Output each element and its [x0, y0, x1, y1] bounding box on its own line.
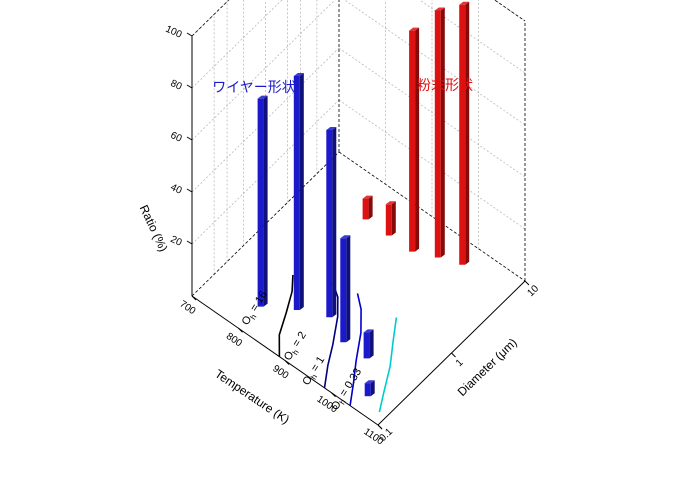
tick-mark	[191, 295, 197, 301]
bar-side	[369, 329, 374, 359]
ratio-axis-title: Ratio (%)	[137, 203, 171, 254]
bar-top	[459, 1, 470, 5]
tick-mark	[186, 32, 193, 37]
temperature-tick-label: 900	[270, 363, 290, 382]
contour-line	[278, 274, 294, 357]
bar-side	[370, 380, 375, 397]
tick-mark	[186, 240, 193, 245]
diameter-axis-title: Diameter (μm)	[455, 335, 520, 399]
chart-grid	[191, 0, 526, 275]
tick-mark	[524, 280, 530, 286]
bar-top	[326, 127, 337, 130]
bar-top	[434, 7, 445, 11]
region-label-powder: 粉末形状	[417, 77, 473, 93]
diameter-tick-label: 1	[454, 357, 466, 369]
bar-top	[257, 95, 268, 99]
bar	[363, 332, 370, 359]
ratio-tick-label: 60	[169, 130, 184, 145]
bar	[293, 76, 300, 310]
tick-mark	[331, 392, 336, 398]
tick-mark	[186, 84, 193, 89]
bar	[362, 198, 369, 220]
bar-side	[332, 127, 337, 318]
tick-mark	[186, 136, 193, 141]
tick-mark	[238, 327, 243, 333]
bar-side	[415, 27, 420, 252]
temperature-tick-label: 700	[177, 299, 197, 318]
contour-label: Oh = 16	[240, 289, 272, 328]
bar	[434, 10, 441, 258]
contour-label: Oh = 2	[282, 330, 311, 364]
chart-contours	[278, 274, 398, 413]
bar	[409, 30, 416, 252]
tick-mark	[451, 352, 456, 358]
chart-bars	[257, 1, 470, 397]
bar-top	[293, 73, 304, 76]
region-label-wire: ワイヤー形状	[212, 79, 296, 95]
ratio-tick-label: 20	[169, 234, 184, 249]
bar	[385, 204, 392, 236]
bar	[257, 98, 264, 307]
bar-side	[391, 201, 396, 236]
temperature-tick-label: 800	[224, 331, 244, 350]
bar-side	[299, 73, 304, 310]
ratio-tick-label: 40	[169, 182, 184, 197]
contour-line	[378, 317, 398, 413]
bar-top	[385, 201, 396, 205]
tick-mark	[377, 424, 383, 430]
bar-side	[440, 7, 445, 258]
bar-top	[340, 235, 351, 239]
bar	[326, 130, 333, 318]
diameter-tick-label: 10	[525, 283, 541, 299]
ratio-tick-label: 100	[164, 24, 184, 41]
contour-label: Oh = 0.33	[329, 366, 366, 413]
chart-labels: 700800900100011000.111020406080100Temper…	[137, 24, 542, 448]
chart-box	[186, 0, 530, 430]
bar-top	[409, 27, 420, 31]
bar-top	[363, 329, 374, 333]
ratio-tick-label: 80	[169, 78, 184, 93]
bar	[459, 4, 466, 265]
bar-side	[465, 1, 470, 265]
bar-top	[362, 195, 373, 199]
box-edge	[338, 151, 526, 282]
bar-side	[368, 195, 373, 220]
bar	[340, 238, 347, 343]
bar	[364, 383, 371, 397]
tick-mark	[284, 360, 290, 365]
contour-line	[349, 293, 362, 406]
tick-mark	[186, 188, 193, 193]
bar-side	[346, 235, 351, 343]
contour-line	[323, 282, 339, 389]
bar-side	[263, 95, 268, 307]
bar-top	[364, 380, 375, 384]
